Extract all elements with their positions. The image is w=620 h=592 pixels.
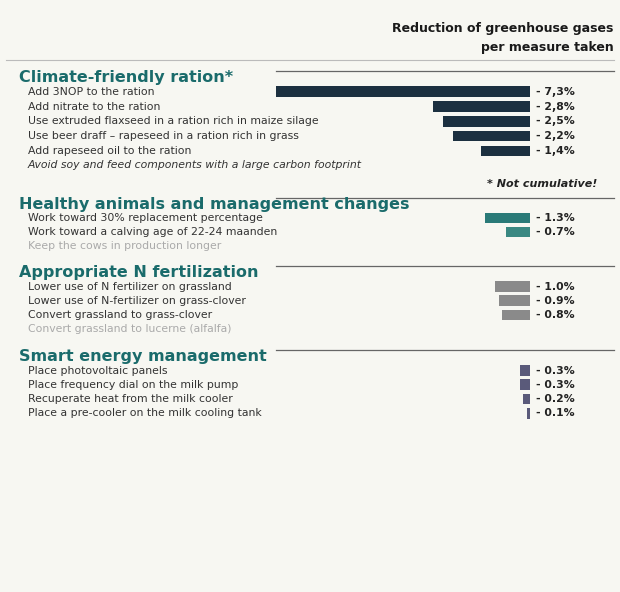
Bar bbox=[526, 408, 530, 419]
Text: Avoid soy and feed components with a large carbon footprint: Avoid soy and feed components with a lar… bbox=[28, 160, 362, 169]
Bar bbox=[481, 146, 530, 156]
Text: Lower use of N fertilizer on grassland: Lower use of N fertilizer on grassland bbox=[28, 282, 232, 291]
Text: - 7,3%: - 7,3% bbox=[536, 87, 575, 96]
Text: - 1.3%: - 1.3% bbox=[536, 213, 575, 223]
Bar bbox=[498, 295, 530, 306]
Text: Work toward 30% replacement percentage: Work toward 30% replacement percentage bbox=[28, 213, 263, 223]
Text: Add 3NOP to the ration: Add 3NOP to the ration bbox=[28, 87, 154, 96]
Text: per measure taken: per measure taken bbox=[481, 41, 614, 54]
Text: - 0.7%: - 0.7% bbox=[536, 227, 575, 237]
Text: Smart energy management: Smart energy management bbox=[19, 349, 267, 364]
Text: Place frequency dial on the milk pump: Place frequency dial on the milk pump bbox=[28, 380, 238, 390]
Text: Add rapeseed oil to the ration: Add rapeseed oil to the ration bbox=[28, 146, 192, 156]
Text: - 0.8%: - 0.8% bbox=[536, 310, 575, 320]
Text: Work toward a calving age of 22-24 maanden: Work toward a calving age of 22-24 maand… bbox=[28, 227, 277, 237]
Bar bbox=[433, 101, 530, 112]
Text: Use beer draff – rapeseed in a ration rich in grass: Use beer draff – rapeseed in a ration ri… bbox=[28, 131, 299, 141]
Bar bbox=[485, 213, 530, 223]
Bar bbox=[276, 86, 530, 97]
Text: - 0.1%: - 0.1% bbox=[536, 408, 575, 418]
Text: Climate-friendly ration*: Climate-friendly ration* bbox=[19, 70, 232, 85]
Text: - 2,5%: - 2,5% bbox=[536, 117, 575, 126]
Text: Healthy animals and management changes: Healthy animals and management changes bbox=[19, 197, 409, 211]
Text: - 2,8%: - 2,8% bbox=[536, 102, 575, 111]
Text: - 0.2%: - 0.2% bbox=[536, 394, 575, 404]
Text: - 1.0%: - 1.0% bbox=[536, 282, 575, 291]
Text: Reduction of greenhouse gases: Reduction of greenhouse gases bbox=[392, 22, 614, 36]
Text: Convert grassland to lucerne (alfalfa): Convert grassland to lucerne (alfalfa) bbox=[28, 324, 231, 333]
Text: - 0.3%: - 0.3% bbox=[536, 380, 575, 390]
Bar bbox=[506, 227, 530, 237]
Bar bbox=[520, 365, 530, 376]
Bar bbox=[443, 116, 530, 127]
Text: * Not cumulative!: * Not cumulative! bbox=[487, 179, 597, 189]
Bar bbox=[502, 310, 530, 320]
Text: Recuperate heat from the milk cooler: Recuperate heat from the milk cooler bbox=[28, 394, 233, 404]
Text: - 1,4%: - 1,4% bbox=[536, 146, 575, 156]
Text: Appropriate N fertilization: Appropriate N fertilization bbox=[19, 265, 258, 280]
Text: Lower use of N-fertilizer on grass-clover: Lower use of N-fertilizer on grass-clove… bbox=[28, 296, 246, 305]
Bar bbox=[520, 379, 530, 390]
Text: Add nitrate to the ration: Add nitrate to the ration bbox=[28, 102, 161, 111]
Text: Place photovoltaic panels: Place photovoltaic panels bbox=[28, 366, 167, 375]
Bar bbox=[523, 394, 530, 404]
Text: Convert grassland to grass-clover: Convert grassland to grass-clover bbox=[28, 310, 212, 320]
Text: Keep the cows in production longer: Keep the cows in production longer bbox=[28, 241, 221, 250]
Bar bbox=[495, 281, 530, 292]
Text: - 2,2%: - 2,2% bbox=[536, 131, 575, 141]
Text: - 0.9%: - 0.9% bbox=[536, 296, 575, 305]
Text: Use extruded flaxseed in a ration rich in maize silage: Use extruded flaxseed in a ration rich i… bbox=[28, 117, 319, 126]
Text: - 0.3%: - 0.3% bbox=[536, 366, 575, 375]
Bar bbox=[453, 131, 530, 141]
Text: Place a pre-cooler on the milk cooling tank: Place a pre-cooler on the milk cooling t… bbox=[28, 408, 262, 418]
